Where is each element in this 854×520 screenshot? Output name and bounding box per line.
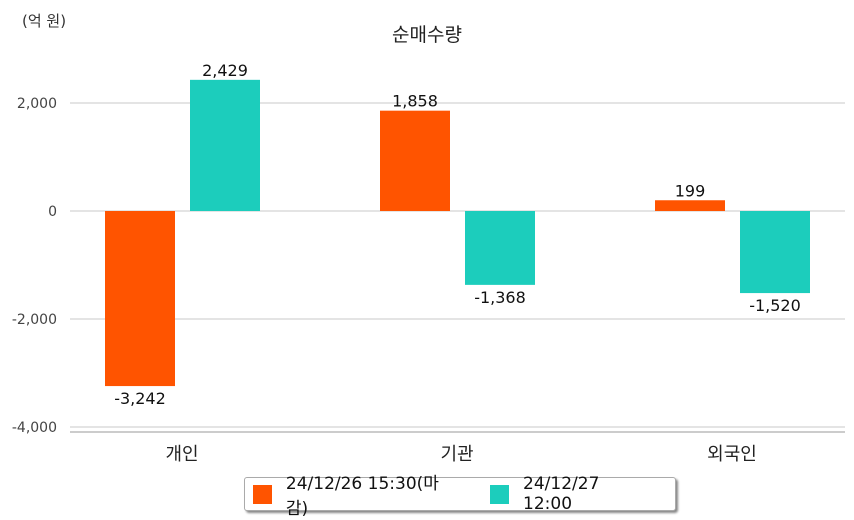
data-label: -3,242 — [114, 389, 166, 408]
y-tick-label: -4,000 — [12, 420, 57, 436]
y-tick-label: 0 — [48, 204, 57, 220]
legend-label-2: 24/12/27 12:00 — [523, 474, 600, 514]
data-label: 199 — [675, 181, 706, 200]
data-label: 2,429 — [202, 61, 248, 80]
data-label: -1,520 — [749, 296, 801, 315]
chart-title: 순매수량 — [392, 24, 462, 46]
legend-swatch-teal — [490, 484, 510, 504]
bar — [655, 200, 725, 211]
x-tick-label: 외국인 — [707, 444, 757, 465]
unit-label: (억 원) — [22, 12, 67, 30]
y-tick-label: -2,000 — [12, 312, 57, 328]
y-tick-label: 2,000 — [17, 96, 57, 112]
legend-item-1[interactable]: 24/12/26 15:30(마감) — [253, 469, 460, 519]
x-tick-label: 기관 — [440, 444, 473, 465]
bar — [190, 79, 260, 211]
data-label: -1,368 — [474, 288, 526, 307]
data-label: 1,858 — [392, 92, 438, 111]
bar — [465, 211, 535, 285]
bar — [740, 211, 810, 294]
x-tick-label: 개인 — [165, 444, 198, 465]
legend-swatch-orange — [253, 484, 272, 504]
legend: 24/12/26 15:30(마감) 24/12/27 12:00 — [244, 474, 676, 519]
legend-label-1: 24/12/26 15:30(마감) — [285, 474, 439, 519]
bar — [380, 110, 450, 211]
legend-item-2[interactable]: 24/12/27 12:00 — [490, 474, 653, 514]
bar — [105, 211, 175, 387]
